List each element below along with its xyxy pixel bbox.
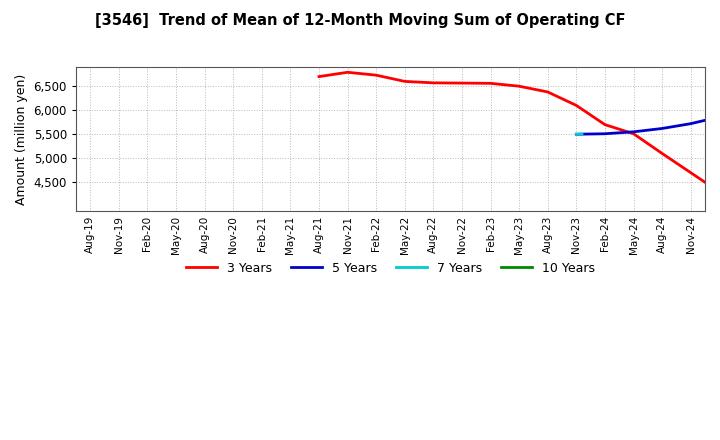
3 Years — [515, 84, 523, 89]
3 Years — [715, 189, 720, 194]
3 Years — [572, 103, 580, 108]
Line: 5 Years: 5 Years — [576, 106, 720, 134]
3 Years — [486, 81, 495, 86]
3 Years — [629, 131, 638, 136]
Legend: 3 Years, 5 Years, 7 Years, 10 Years: 3 Years, 5 Years, 7 Years, 10 Years — [181, 257, 600, 280]
Text: [3546]  Trend of Mean of 12-Month Moving Sum of Operating CF: [3546] Trend of Mean of 12-Month Moving … — [95, 13, 625, 28]
3 Years — [458, 81, 467, 86]
3 Years — [600, 122, 609, 127]
3 Years — [400, 79, 409, 84]
5 Years — [600, 131, 609, 136]
3 Years — [686, 170, 695, 175]
5 Years — [629, 129, 638, 135]
5 Years — [572, 132, 580, 137]
7 Years — [572, 132, 580, 137]
7 Years — [577, 132, 586, 137]
3 Years — [315, 74, 323, 79]
5 Years — [686, 121, 695, 126]
3 Years — [372, 73, 380, 78]
3 Years — [544, 89, 552, 95]
Y-axis label: Amount (million yen): Amount (million yen) — [15, 73, 28, 205]
Line: 3 Years: 3 Years — [319, 72, 720, 199]
5 Years — [658, 126, 667, 131]
3 Years — [658, 151, 667, 156]
3 Years — [429, 80, 438, 85]
3 Years — [343, 70, 352, 75]
5 Years — [715, 114, 720, 120]
